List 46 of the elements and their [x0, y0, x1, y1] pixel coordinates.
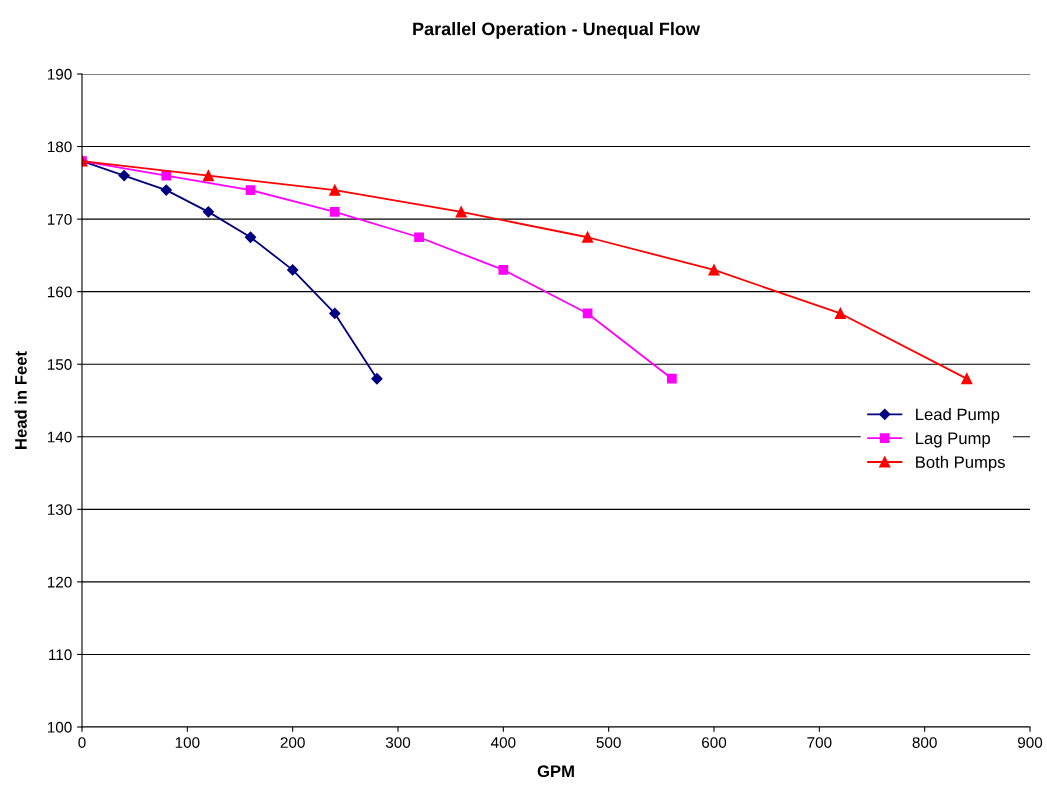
y-tick-label: 110: [49, 649, 72, 661]
x-tick-label: 300: [385, 737, 411, 748]
point: [118, 169, 130, 182]
point: [245, 185, 256, 195]
point: [414, 232, 424, 243]
y-tick-label: 190: [47, 68, 72, 80]
point: [202, 206, 215, 218]
point: [202, 170, 214, 182]
legend-label: Lead Pump: [916, 408, 1000, 424]
y-tick-label: 180: [47, 141, 72, 153]
x-tick-label: 700: [807, 737, 832, 748]
point: [287, 264, 299, 276]
x-axis-title: GPM: [537, 765, 574, 778]
y-tick-label: 160: [47, 286, 72, 298]
point: [582, 231, 594, 243]
x-tick-label: 900: [1017, 737, 1043, 748]
point: [161, 170, 172, 181]
y-axis-title: Head in Feet: [14, 351, 27, 449]
point: [329, 206, 340, 217]
y-tick-label: 150: [47, 359, 72, 370]
x-tick-label: 100: [175, 737, 200, 748]
point: [244, 231, 257, 243]
chart-title: Parallel Operation - Unequal Flow: [413, 22, 701, 39]
x-tick-label: 600: [702, 737, 727, 748]
point: [329, 307, 341, 320]
point: [834, 307, 846, 319]
point: [160, 184, 172, 196]
y-tick-label: 100: [47, 721, 72, 733]
point: [498, 265, 509, 275]
point: [961, 373, 973, 385]
y-tick-label: 120: [47, 576, 72, 588]
point: [329, 184, 341, 196]
point: [371, 373, 383, 385]
point: [667, 373, 677, 384]
point: [455, 206, 467, 218]
x-tick-label: 800: [912, 737, 937, 748]
legend-label: Both Pumps: [916, 455, 1005, 472]
y-tick-label: 170: [47, 213, 72, 225]
x-tick-label: 500: [596, 737, 621, 748]
x-tick-label: 400: [490, 737, 516, 748]
y-tick-label: 130: [47, 504, 72, 516]
legend-label: Lag Pump: [916, 432, 991, 448]
y-tick-label: 140: [47, 431, 72, 443]
point: [708, 264, 720, 276]
x-tick-label: 200: [280, 737, 305, 748]
x-tick-label: 0: [78, 737, 86, 748]
